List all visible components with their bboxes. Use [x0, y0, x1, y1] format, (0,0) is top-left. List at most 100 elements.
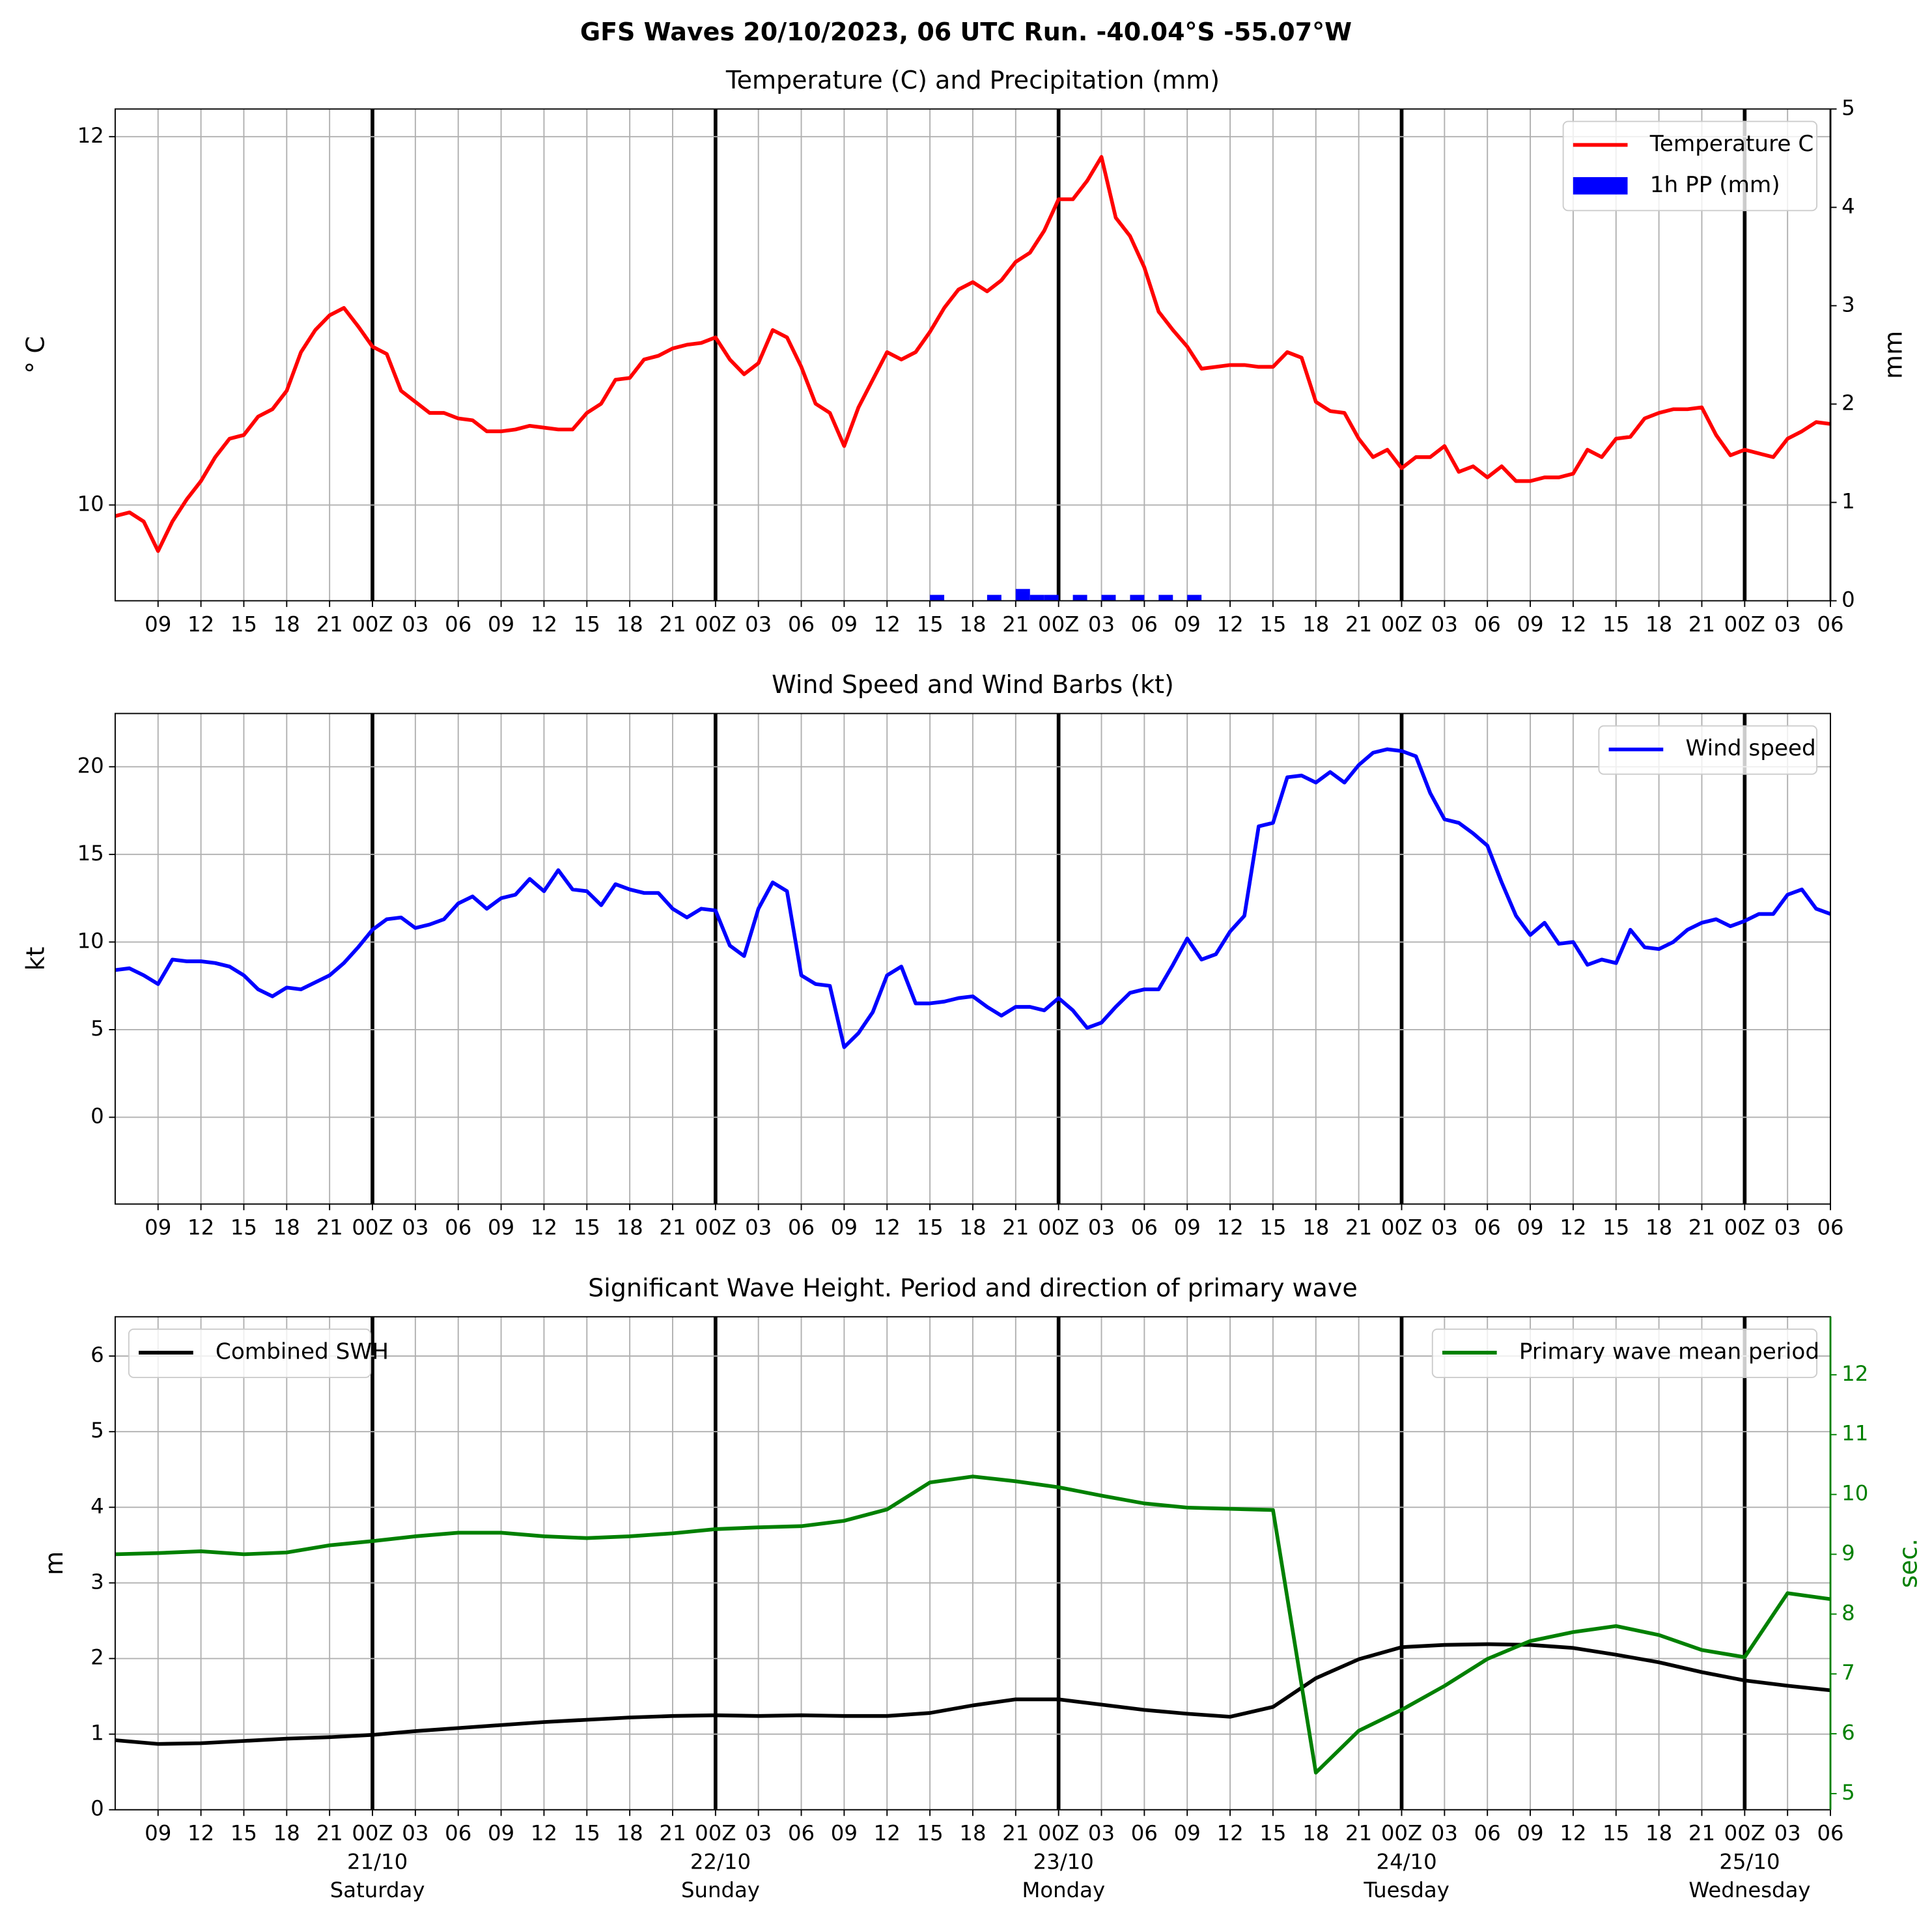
x-tick-label: 00Z [1038, 1215, 1079, 1240]
precip-bar [1015, 589, 1030, 601]
precip-bar [987, 595, 1001, 601]
x-tick-label: 21 [1688, 1215, 1715, 1240]
x-tick-label: 15 [574, 612, 600, 636]
x-tick-label: 06 [445, 1821, 471, 1846]
y-tick-label: 20 [77, 753, 104, 778]
x-tick-label: 06 [1817, 1215, 1843, 1240]
x-tick-label: 09 [1517, 612, 1543, 636]
y2-tick-label: 5 [1841, 1780, 1855, 1805]
x-tick-label: 03 [1431, 1821, 1458, 1846]
x-tick-label: 21 [1002, 1215, 1029, 1240]
x-tick-label: 12 [874, 1215, 901, 1240]
x-tick-label: 15 [574, 1821, 600, 1846]
x-tick-label: 03 [402, 612, 428, 636]
x-tick-label: 00Z [1724, 612, 1765, 636]
x-tick-label: 15 [1259, 612, 1286, 636]
x-tick-label: 03 [1774, 612, 1801, 636]
date-label: 22/10 [690, 1850, 751, 1874]
y-tick-label: 10 [77, 928, 104, 953]
x-tick-label: 06 [788, 1821, 815, 1846]
day-label: Sunday [681, 1878, 760, 1902]
x-tick-label: 00Z [695, 1215, 736, 1240]
plot-frame [114, 713, 1831, 1205]
x-tick-label: 03 [1088, 1215, 1115, 1240]
x-tick-label: 18 [273, 1821, 300, 1846]
precip-bar [1029, 595, 1044, 601]
x-tick-label: 03 [1088, 612, 1115, 636]
x-tick-label: 18 [617, 1215, 643, 1240]
series-line [115, 747, 1832, 1049]
precip-bar [1044, 595, 1059, 601]
x-tick-label: 12 [1217, 612, 1244, 636]
day-label: Wednesday [1688, 1878, 1810, 1902]
legend-swatch [1573, 176, 1628, 195]
x-tick-label: 09 [831, 1821, 858, 1846]
chart-title: Wind Speed and Wind Barbs (kt) [772, 670, 1174, 699]
day-label: Saturday [330, 1878, 425, 1902]
x-tick-label: 12 [531, 1821, 557, 1846]
x-tick-label: 09 [488, 612, 514, 636]
x-tick-label: 03 [745, 1821, 772, 1846]
x-tick-label: 18 [273, 1215, 300, 1240]
precip-bar [1158, 595, 1173, 601]
date-label: 24/10 [1377, 1850, 1437, 1874]
x-tick-label: 03 [1431, 1215, 1458, 1240]
x-tick-label: 09 [1174, 1215, 1201, 1240]
x-tick-label: 18 [1645, 1821, 1672, 1846]
series-line [115, 155, 1831, 553]
x-tick-label: 15 [1259, 1215, 1286, 1240]
x-tick-label: 12 [188, 612, 214, 636]
x-tick-label: 15 [574, 1215, 600, 1240]
x-tick-label: 09 [145, 1215, 171, 1240]
x-tick-label: 12 [531, 612, 557, 636]
x-tick-label: 21 [316, 1215, 343, 1240]
x-tick-label: 12 [1217, 1215, 1244, 1240]
y-axis-label: m [40, 1551, 68, 1575]
x-tick-label: 21 [659, 612, 686, 636]
x-tick-label: 09 [1174, 1821, 1201, 1846]
y2-tick-label: 5 [1841, 95, 1855, 120]
y-tick-label: 5 [91, 1016, 104, 1041]
x-tick-label: 00Z [1381, 612, 1422, 636]
legend-box [128, 1328, 372, 1378]
x-tick-label: 09 [145, 612, 171, 636]
x-tick-label: 03 [1774, 1821, 1801, 1846]
y-tick-label: 1 [91, 1721, 104, 1745]
x-tick-label: 00Z [1381, 1821, 1422, 1846]
x-tick-label: 06 [1131, 1821, 1158, 1846]
x-tick-label: 12 [1560, 612, 1586, 636]
x-tick-label: 12 [1560, 1215, 1586, 1240]
chart-title: Significant Wave Height. Period and dire… [588, 1273, 1358, 1302]
x-tick-label: 00Z [1038, 1821, 1079, 1846]
x-tick-label: 21 [659, 1821, 686, 1846]
y2-tick-label: 9 [1841, 1540, 1855, 1565]
x-tick-label: 12 [874, 612, 901, 636]
x-tick-label: 12 [1217, 1821, 1244, 1846]
x-tick-label: 06 [445, 612, 471, 636]
x-tick-label: 15 [231, 612, 257, 636]
y-axis-label: ° C [21, 336, 50, 374]
x-tick-label: 21 [316, 612, 343, 636]
x-tick-label: 15 [1603, 1821, 1629, 1846]
x-tick-label: 18 [959, 612, 986, 636]
x-tick-label: 09 [831, 612, 858, 636]
x-tick-label: 03 [1088, 1821, 1115, 1846]
y-axis-label: kt [21, 947, 50, 971]
x-tick-label: 15 [917, 1821, 944, 1846]
x-tick-label: 18 [959, 1215, 986, 1240]
date-label: 25/10 [1719, 1850, 1780, 1874]
x-tick-label: 21 [316, 1821, 343, 1846]
y-tick-label: 12 [77, 123, 104, 148]
x-tick-label: 18 [1302, 1821, 1329, 1846]
x-tick-label: 03 [1431, 612, 1458, 636]
date-label: 21/10 [347, 1850, 408, 1874]
series-line [115, 1642, 1831, 1746]
date-label: 23/10 [1033, 1850, 1094, 1874]
x-tick-label: 15 [1259, 1821, 1286, 1846]
x-tick-label: 06 [1131, 1215, 1158, 1240]
y2-tick-label: 10 [1841, 1481, 1868, 1506]
x-tick-label: 18 [1302, 1215, 1329, 1240]
day-label: Tuesday [1363, 1878, 1449, 1902]
y2-tick-label: 6 [1841, 1720, 1855, 1745]
